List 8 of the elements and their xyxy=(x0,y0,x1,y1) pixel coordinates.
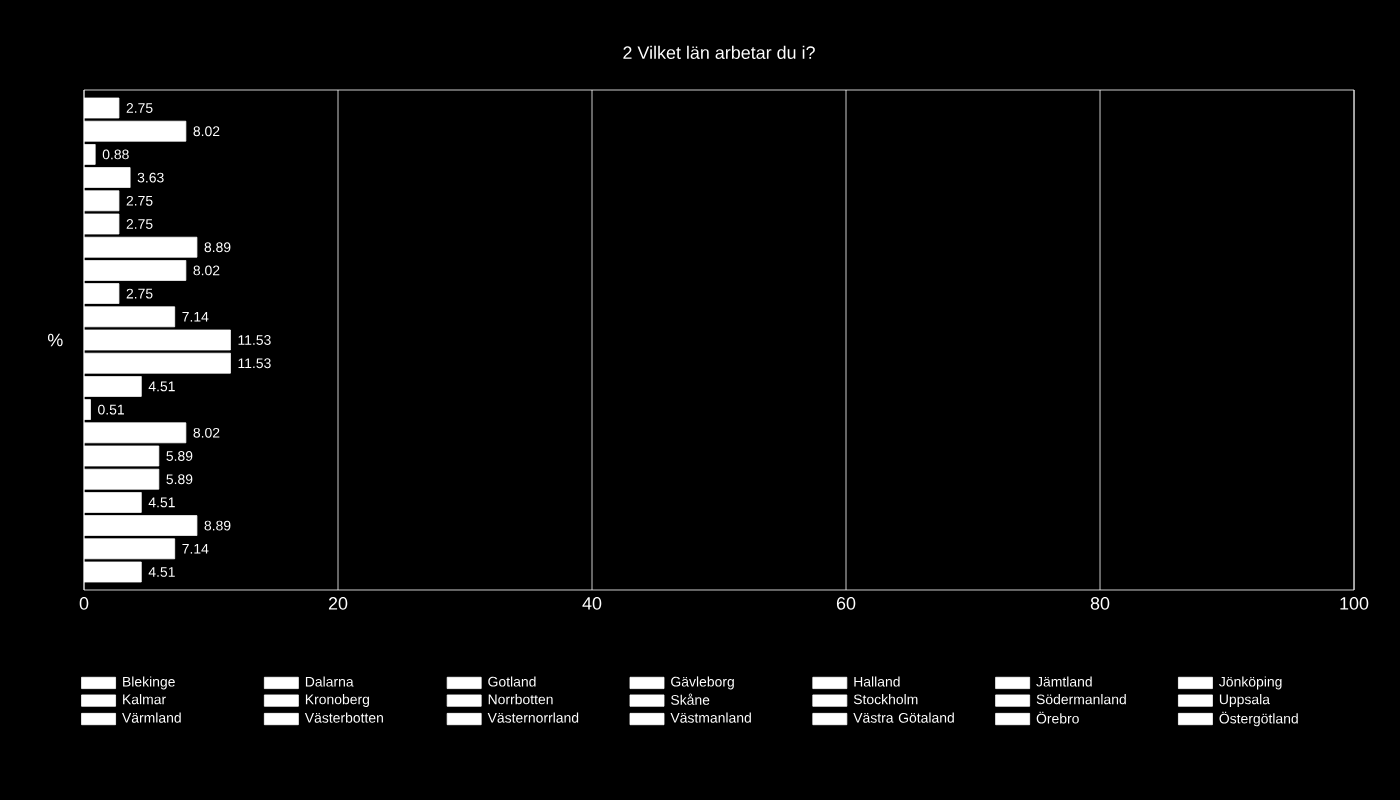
x-tick-label: 20 xyxy=(328,597,348,610)
x-tick-label: 100 xyxy=(1340,597,1369,610)
x-tick-label: 0 xyxy=(79,597,89,610)
x-tick-label: 80 xyxy=(1090,597,1110,610)
x-tick-label: 40 xyxy=(582,597,602,610)
y-axis-title: % xyxy=(47,333,63,347)
chart-title: 2 Vilket län arbetar du i? xyxy=(623,45,815,59)
x-tick-label: 60 xyxy=(836,597,856,610)
